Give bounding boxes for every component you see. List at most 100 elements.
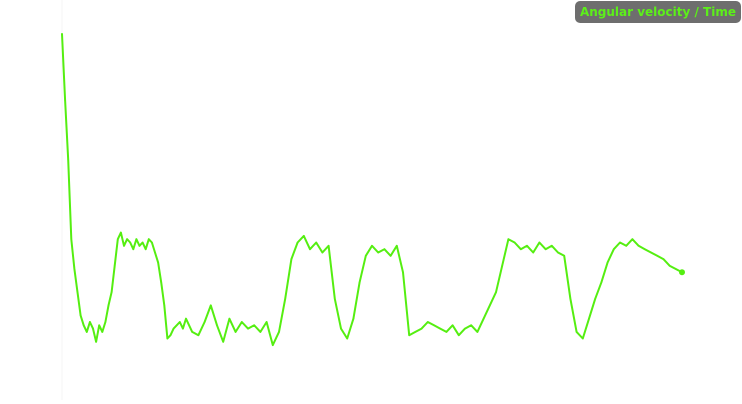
data-point [113, 264, 116, 267]
data-point [433, 324, 435, 327]
data-point [334, 298, 336, 300]
data-point [284, 298, 287, 300]
data-point [365, 255, 367, 257]
data-point [352, 317, 355, 320]
data-point [476, 331, 479, 333]
data-point [95, 341, 97, 343]
data-point [163, 304, 166, 307]
data-point [526, 245, 528, 247]
data-point [107, 304, 110, 307]
data-point [64, 99, 66, 101]
data-point [241, 321, 243, 323]
data-point [458, 334, 460, 337]
data-point [631, 238, 634, 240]
data-point [126, 238, 128, 240]
data-point [61, 33, 63, 35]
data-point [148, 238, 150, 240]
data-point [222, 341, 224, 343]
data-point [439, 327, 442, 330]
data-point [637, 245, 640, 247]
data-point [216, 324, 218, 327]
data-point [327, 245, 330, 247]
data-point [82, 324, 85, 327]
data-point [296, 241, 299, 244]
data-point [265, 321, 268, 323]
data-point [110, 291, 113, 294]
data-point [402, 271, 404, 274]
data-point [101, 331, 104, 333]
data-point [253, 324, 255, 327]
data-point [427, 321, 429, 323]
series-line [61, 33, 683, 347]
data-point [144, 248, 147, 250]
legend-label: Angular velocity / Time [579, 5, 736, 19]
data-point [86, 331, 88, 333]
data-point [179, 321, 181, 323]
data-point [117, 238, 119, 240]
data-point [520, 248, 522, 250]
data-point [613, 248, 615, 250]
data-point [588, 317, 590, 320]
data-point [157, 261, 159, 264]
data-point [141, 241, 144, 244]
data-point [594, 298, 596, 300]
data-point [129, 241, 131, 244]
data-point [73, 268, 76, 270]
data-point [321, 251, 324, 254]
data-point [154, 251, 156, 254]
data-point [278, 331, 280, 333]
data-point [210, 304, 212, 307]
data-point [358, 281, 361, 284]
data-point [120, 231, 122, 234]
data-point [309, 248, 311, 250]
data-point [575, 331, 578, 333]
data-point [644, 248, 646, 250]
data-point [160, 281, 162, 284]
data-point [234, 331, 237, 333]
data-point [544, 248, 547, 250]
data-point [135, 238, 138, 240]
data-point [70, 238, 73, 240]
series-layer [61, 33, 685, 347]
data-point [408, 334, 411, 337]
data-point [563, 255, 565, 257]
data-point [668, 264, 671, 267]
data-point [67, 159, 69, 161]
data-point [650, 251, 652, 254]
data-point [123, 245, 125, 247]
data-point [185, 317, 187, 320]
data-point [259, 331, 262, 333]
data-point [389, 255, 392, 257]
data-point [182, 327, 184, 330]
data-point [420, 327, 423, 330]
data-point [175, 324, 178, 327]
data-point [551, 245, 553, 247]
data-point [495, 291, 497, 294]
data-point [569, 298, 572, 300]
data-point [377, 251, 380, 254]
data-point [383, 248, 386, 250]
data-point [303, 235, 305, 237]
data-point [414, 331, 417, 333]
data-point [203, 321, 206, 323]
data-point [166, 337, 169, 340]
data-point [582, 337, 584, 340]
data-point [76, 291, 79, 294]
data-point [197, 334, 200, 337]
data-point [625, 245, 627, 247]
data-point [138, 245, 141, 247]
data-point [675, 268, 677, 270]
data-point [228, 317, 231, 320]
data-point [104, 321, 107, 323]
data-point [464, 327, 466, 330]
data-point [346, 337, 349, 340]
data-point [532, 251, 534, 254]
series-end-marker [679, 269, 685, 276]
data-point [92, 327, 94, 330]
data-point [172, 327, 175, 330]
data-point [396, 245, 398, 247]
data-point [513, 241, 516, 244]
data-point [340, 327, 342, 330]
